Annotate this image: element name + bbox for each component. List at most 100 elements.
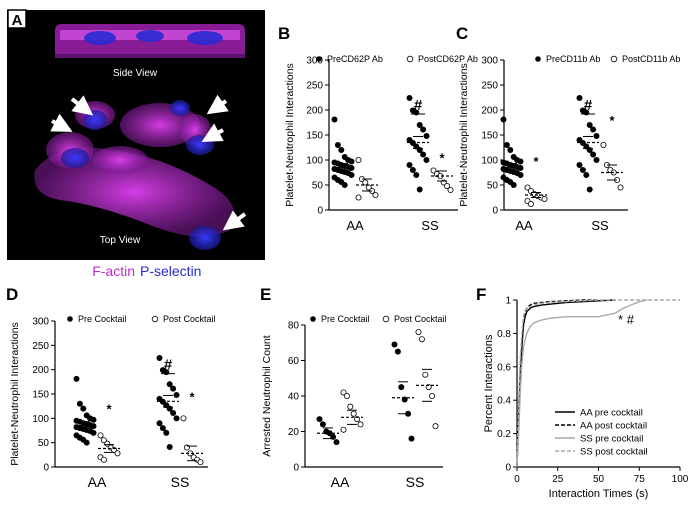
data-point [355,156,362,163]
panel-label-a: A [12,12,23,29]
arrow-icon [206,94,229,115]
legend-label-post: PostCD62P Ab [418,54,478,64]
data-point [197,459,204,466]
legend: Pre Cocktail Post Cocktail [67,314,216,324]
panel-label: E [260,285,271,304]
data-point [173,415,180,422]
legend: PreCD11b Ab PostCD11b Ab [535,54,680,64]
data-point [432,423,439,430]
legend-marker-pre [535,56,541,62]
data-point [541,195,548,202]
x-tick-label: AA [515,218,533,233]
y-tick-label: 300 [32,317,49,328]
x-tick-label: SS [421,218,439,233]
y-tick-label: 0.8 [497,329,511,340]
y-tick-label: 250 [32,341,49,352]
series-line [516,299,680,468]
data-point [593,132,600,139]
y-tick-label: 50 [487,181,499,192]
legend-label-post: PostCD11b Ab [622,54,680,64]
data-point [418,336,425,343]
top-view-image [34,100,235,250]
panel-b: 0 50 100 150 200 250 300 AA SS Platelet-Neutrophi… [278,24,478,233]
side-view-label: Side View [113,68,158,79]
data-point [316,416,323,423]
data-point [170,385,177,392]
panel-label: C [456,24,468,43]
legend-label-post: Post Cocktail [394,314,447,324]
data-point [338,146,345,153]
data-point [415,329,422,336]
y-axis-title: Platelet-Neutrophil Interactions [9,322,21,466]
y-tick-label: 250 [481,81,498,92]
y-tick-label: 100 [306,156,323,167]
legend-label-pre: Pre Cocktail [78,314,127,324]
legend-label: SS post cocktail [580,447,648,458]
data-point [420,151,427,158]
data-point [76,400,83,407]
y-tick-label: 0.6 [497,362,511,373]
data-point [90,416,97,423]
data-point [348,171,355,178]
data-point [413,171,420,178]
significance-mark: * # [618,312,635,327]
y-tick-label: 60 [288,356,300,367]
data-point [173,391,180,398]
data-point [517,171,524,178]
series-line [516,299,648,468]
x-axis-title: Interaction Times (s) [549,488,649,500]
x-tick-label: 100 [672,474,689,485]
data-point [355,194,362,201]
data-point [503,141,510,148]
x-tick-label: 0 [514,474,520,485]
panel-f: 0 0.2 0.4 0.6 0.8 1 0 25 50 75 100 Interaction Time… [476,285,689,500]
data-point [180,415,187,422]
data-point [357,421,364,428]
data-point [391,341,398,348]
data-point [406,161,413,168]
y-tick-label: 300 [481,56,498,67]
y-tick-label: 100 [32,414,49,425]
data-point [100,456,107,463]
y-axis-title: Percent Interactions [483,334,495,432]
data-point [423,156,430,163]
data-point [347,403,354,410]
data-point [416,186,423,193]
data-point [408,435,415,442]
y-tick-label: 100 [481,156,498,167]
arrow-icon [222,210,247,231]
panel-label-a-box [7,9,27,29]
y-tick-label: 0 [492,206,498,217]
data-point [430,167,437,174]
y-axis-title: Platelet-Neutrophil Interactions [284,63,296,207]
legend-label-post: Post Cocktail [163,314,216,324]
top-view-label: Top View [100,235,141,246]
x-tick-label: SS [171,474,190,490]
significance-mark: * [189,389,195,404]
y-tick-label: 0 [293,463,299,474]
side-view-image [55,24,245,58]
y-tick-label: 250 [306,81,323,92]
y-tick-label: 200 [306,106,323,117]
y-tick-label: 150 [306,131,323,142]
y-tick-label: 200 [481,106,498,117]
data-point [422,371,429,378]
legend: Pre Cocktail Post Cocktail [310,314,447,324]
data-point [406,95,413,102]
legend-label-pre: PreCD11b Ab [546,54,600,64]
y-tick-label: 0 [43,463,49,474]
legend-marker-pre [67,316,73,322]
data-point [586,186,593,193]
data-point [340,426,347,433]
legend-label: AA post cocktail [580,421,647,432]
data-point [517,158,524,165]
significance-mark: * [609,113,615,128]
data-point [340,389,347,396]
data-point [413,143,420,150]
data-point [156,354,163,361]
y-tick-label: 0.4 [497,396,511,407]
data-point [398,384,405,391]
y-axis-title: Platelet-Neutrophil Interactions [458,63,470,207]
x-tick-label: AA [88,474,107,490]
legend-label-pre: Pre Cocktail [321,314,370,324]
